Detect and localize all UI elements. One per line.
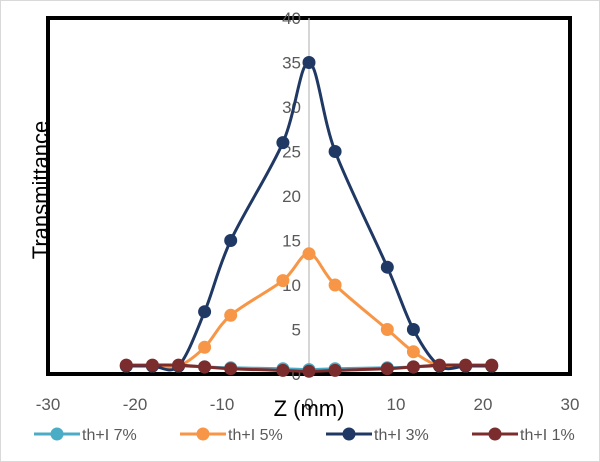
legend-label: th+I 1% <box>520 427 575 444</box>
data-point <box>406 360 420 374</box>
data-point <box>119 358 133 372</box>
x-tick-label: 0 <box>304 395 313 414</box>
x-tick-label: -20 <box>123 395 148 414</box>
y-tick-label: 35 <box>282 54 301 73</box>
legend-item: th+I 7% <box>34 427 137 444</box>
data-point <box>459 358 473 372</box>
x-tick-label: 30 <box>561 395 580 414</box>
data-point <box>485 358 499 372</box>
legend: th+I 7% th+I 5% th+I 3% th+I 1% <box>34 427 575 444</box>
data-point <box>302 364 316 378</box>
series-layer <box>119 56 499 378</box>
legend-item: th+I 1% <box>472 427 575 444</box>
data-point <box>224 362 238 376</box>
x-axis-title: Z (mm) <box>274 396 345 421</box>
data-point <box>302 56 316 69</box>
x-tick-label: 20 <box>474 395 493 414</box>
data-point <box>276 136 290 150</box>
y-tick-label: 15 <box>282 232 301 251</box>
data-point <box>406 323 420 336</box>
y-tick-label: 20 <box>282 187 301 206</box>
data-point <box>198 340 212 354</box>
data-point <box>433 358 446 372</box>
x-tick-labels: -30 -20 -10 0 10 20 30 <box>36 395 580 414</box>
y-tick-label: 40 <box>282 9 301 28</box>
legend-label: th+I 5% <box>228 427 283 444</box>
legend-label: th+I 3% <box>374 427 429 444</box>
data-point <box>145 358 159 372</box>
x-tick-label: 10 <box>387 395 406 414</box>
data-point <box>198 360 212 374</box>
legend-marker <box>342 427 356 441</box>
data-point <box>328 363 342 377</box>
data-point <box>198 305 212 319</box>
data-point <box>328 145 342 158</box>
data-point <box>380 323 394 336</box>
data-point <box>172 358 185 372</box>
series-4 <box>119 358 499 378</box>
data-point <box>276 363 290 377</box>
y-tick-label: 0 <box>292 365 301 384</box>
legend-label: th+I 7% <box>82 427 137 444</box>
y-tick-label: 5 <box>292 321 301 340</box>
data-point <box>276 274 290 288</box>
x-tick-label: -10 <box>210 395 235 414</box>
data-point <box>328 278 342 292</box>
y-axis-title: Transmittance <box>28 121 53 260</box>
data-point <box>224 234 238 247</box>
data-point <box>380 260 394 274</box>
legend-marker <box>196 427 210 441</box>
data-point <box>302 247 316 261</box>
data-point <box>406 345 420 359</box>
data-point <box>224 308 238 322</box>
legend-marker <box>488 427 502 441</box>
x-tick-label: -30 <box>36 395 61 414</box>
legend-item: th+I 3% <box>326 427 429 444</box>
legend-marker <box>50 427 64 441</box>
data-point <box>380 362 394 376</box>
legend-item: th+I 5% <box>180 427 283 444</box>
